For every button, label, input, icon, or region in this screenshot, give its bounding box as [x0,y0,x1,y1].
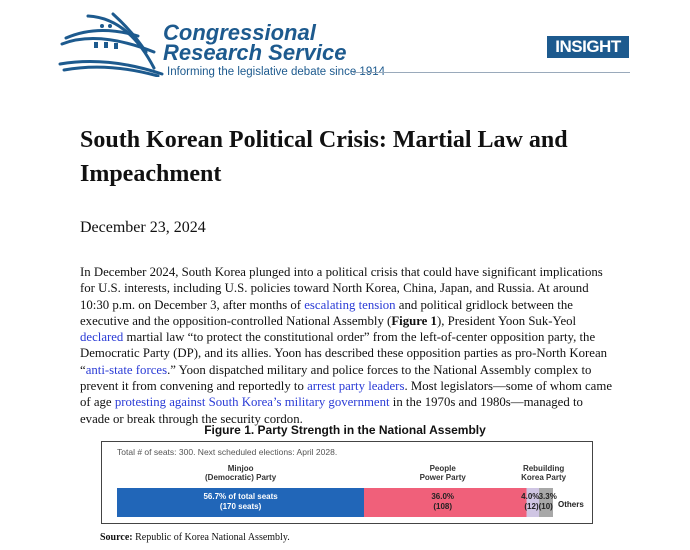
tagline: Informing the legislative debate since 1… [167,66,386,78]
publication-date: December 23, 2024 [80,219,206,236]
inline-link[interactable]: declared [80,330,124,345]
party-name-line: Rebuilding [522,464,565,473]
inline-link[interactable]: escalating tension [304,297,396,312]
party-name-label: Rebuilding Korea Party [494,464,594,482]
party-name-line: (Democratic) Party [205,473,277,482]
bar-segment: 36.0% (108) [364,488,522,517]
body-text: In December 2024, South Korea plunged in… [80,265,603,312]
bar-segment: 56.7% of total seats (170 seats) [117,488,365,517]
body-text: .” Yoon dispatched military and police f… [80,362,592,394]
page-title: South Korean Political Crisis: Martial L… [80,127,568,187]
bar-seat-label: (170 seats) [219,502,262,511]
bar-value-label: 4.0% [521,492,540,501]
bar-seat-label: (108) [433,502,453,511]
org-name-line2: Research Service [163,40,347,65]
body-text: in the 1970s and 1980s—managed to evade … [80,395,583,426]
party-name-line: Minjoo [227,464,254,473]
inline-link[interactable]: protesting against South Korea’s militar… [114,395,390,410]
figure-note: Total # of seats: 300. Next scheduled el… [117,447,338,457]
body-text: and political gridlock between the execu… [80,297,573,328]
bar-seat-label: (12) [524,502,539,511]
party-name-line: Korea Party [521,473,567,482]
bar-value-label: 56.7% of total seats [203,492,278,501]
body-text: Figure 1 [391,313,437,328]
figure-source: Source: Republic of Korea National Assem… [100,532,290,543]
source-text: Republic of Korea National Assembly. [132,532,290,543]
crs-capitol-logo [58,12,164,77]
bar-value-label: 3.3% [538,492,557,501]
figure-title: Figure 1. Party Strength in the National… [204,423,486,437]
body-text: . Most legislators—some of whom came of … [80,379,612,410]
body-text: martial law “to protect the constitution… [80,330,608,377]
party-name-line: People [429,464,456,473]
party-strength-chart: Total # of seats: 300. Next scheduled el… [101,441,593,524]
party-name-line: Power Party [419,473,466,482]
bar-segment: 3.3% (10) [538,488,557,517]
body-paragraph: In December 2024, South Korea plunged in… [80,264,615,427]
inline-link[interactable]: anti-state forces [85,362,168,377]
bar-value-label: 36.0% [431,492,455,501]
inline-link[interactable]: arrest party leaders [307,379,405,394]
party-name-label: People Power Party [393,464,493,482]
body-text: ), President Yoon Suk-Yeol [436,313,577,328]
org-name-line1: Congressional [163,20,316,45]
header-rule [353,72,630,73]
source-label: Source: [100,532,133,543]
insight-badge: INSIGHT [547,36,629,58]
others-label: Others [558,500,584,509]
party-name-label: Minjoo (Democratic) Party [191,464,291,482]
bar-segment: 4.0% (12) [521,488,540,517]
bar-seat-label: (10) [538,502,553,511]
